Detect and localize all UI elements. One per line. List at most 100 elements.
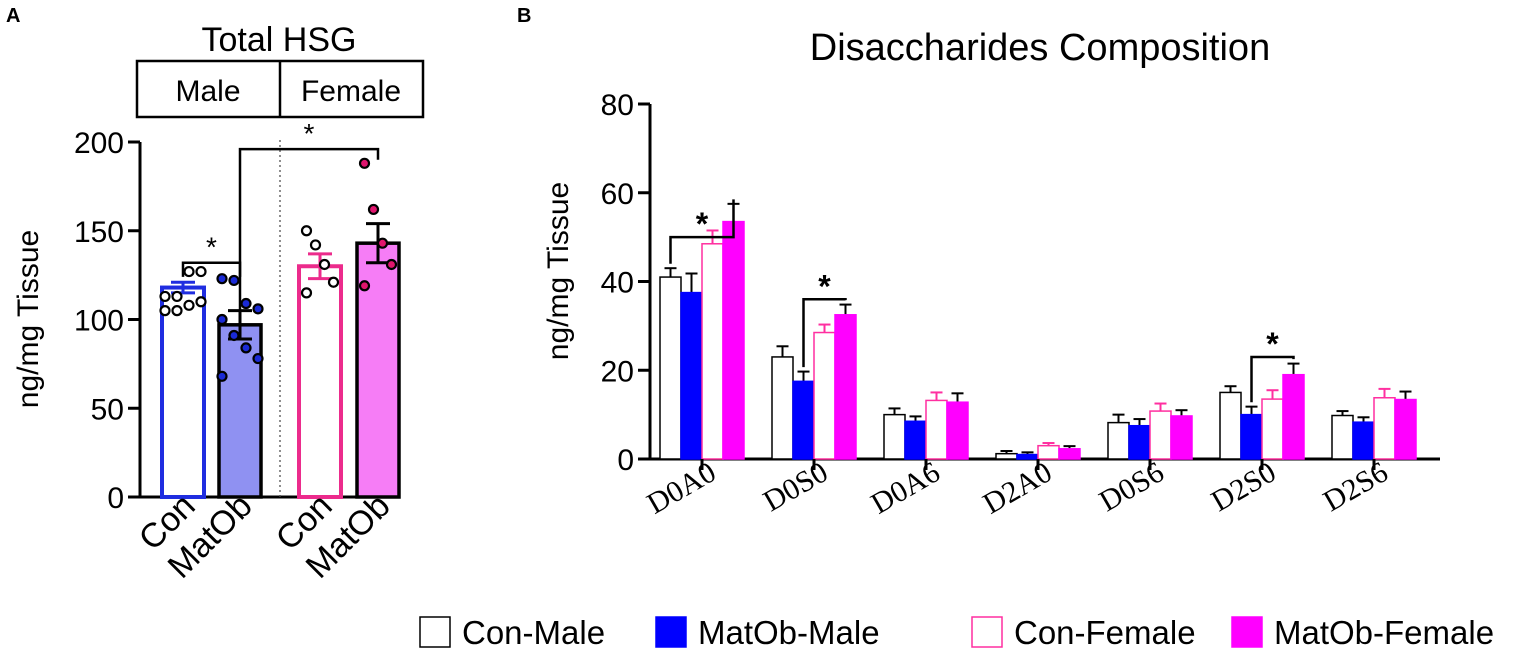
panel-b-y-axis-label: ng/mg Tissue	[542, 182, 575, 360]
significance-bracket	[802, 298, 847, 368]
bar-matob-male-d0a6	[904, 420, 927, 460]
panel-a-y-tick-label: 150	[74, 216, 124, 249]
significance-star: *	[818, 268, 831, 304]
bar-matob-female-d0a0	[722, 220, 745, 460]
bar-matob-female-d2a0	[1058, 448, 1081, 460]
panel-b-y-tick-label: 80	[601, 89, 634, 122]
bar-matob-male-d0s6	[1128, 424, 1151, 460]
bar-matob-male-d0a0	[680, 291, 703, 460]
panel-b-x-tick-label: D2S6	[1318, 455, 1394, 518]
panel-b-y-tick-label: 20	[601, 355, 634, 388]
panel-b-label: B	[517, 5, 531, 27]
data-point	[358, 280, 371, 292]
data-point	[171, 305, 183, 317]
legend-swatch-matob-female	[1231, 616, 1263, 648]
data-point	[228, 329, 240, 342]
bar-con-male-d0s6	[1107, 421, 1130, 460]
header-female: Female	[301, 75, 401, 108]
legend-label: Con-Female	[1014, 614, 1196, 649]
panel-a-y-tick-label: 100	[74, 305, 124, 338]
bar-con-female-d0s6	[1149, 410, 1172, 460]
panel-b-legend: Con-Male MatOb-Male Con-Female MatOb-Female	[419, 614, 1494, 649]
bar-con-female-d0a6	[925, 399, 948, 460]
legend-swatch-matob-male	[655, 616, 687, 648]
data-point	[159, 290, 171, 303]
data-point	[252, 352, 264, 365]
bar-con-male-d2s0	[1219, 391, 1242, 460]
bar-con-male-d2s6	[1331, 414, 1354, 460]
bar-male-matob	[217, 323, 263, 499]
bar-con-male-d2a0	[995, 452, 1018, 460]
data-point	[183, 265, 195, 278]
bar-matob-female-d0s6	[1170, 415, 1193, 460]
bar-matob-female-d2s6	[1394, 398, 1417, 460]
panel-b-plot-area: 0 20 40 60 80 D0A0 D0S0 D0A6 D2A0 D0S6 D2S0 D2S6 * * *	[601, 89, 1440, 521]
legend-label: MatOb-Female	[1274, 614, 1494, 649]
data-point	[385, 258, 398, 271]
panel-b-chart: Disaccharides Composition ng/mg Tissue 0…	[419, 27, 1494, 649]
data-point	[318, 258, 331, 271]
panel-a-y-tick-label: 50	[91, 393, 124, 426]
significance-bracket	[1250, 355, 1295, 403]
bar-con-male-d0a6	[883, 413, 906, 460]
panel-b-x-tick-label: D0S6	[1094, 455, 1170, 518]
panel-a-y-tick-label: 200	[74, 127, 124, 160]
panel-b-x-tick-label: D0A0	[641, 455, 721, 520]
header-male: Male	[175, 75, 240, 108]
legend-label: MatOb-Male	[698, 614, 880, 649]
bar-con-female-d0a0	[701, 243, 724, 460]
data-point	[240, 297, 252, 310]
data-point	[228, 274, 240, 287]
data-point	[327, 276, 340, 288]
bar-matob-male-d0s0	[792, 380, 815, 460]
significance-bracket	[669, 199, 735, 264]
bar-matob-male-d2s6	[1352, 421, 1375, 460]
data-point	[252, 303, 264, 315]
significance-star: *	[1266, 326, 1279, 362]
data-point	[159, 305, 171, 317]
bar-male-con	[160, 285, 206, 499]
bar-female-matob	[355, 241, 401, 499]
panel-b-x-tick-label: D0A6	[865, 455, 945, 520]
data-point	[216, 313, 228, 326]
bar-female-con	[297, 264, 343, 499]
data-point	[216, 273, 228, 285]
panel-b-x-tick-label: D2A0	[977, 455, 1057, 520]
bar-matob-female-d0a6	[946, 401, 969, 460]
significance-star: *	[696, 206, 709, 242]
legend-swatch-con-male	[419, 616, 451, 648]
legend-label: Con-Male	[462, 614, 605, 649]
panel-a-label: A	[6, 5, 20, 27]
data-point	[376, 237, 389, 249]
panel-b-y-tick-label: 60	[601, 178, 634, 211]
panel-a-title: Total HSG	[202, 21, 357, 59]
panel-b-title: Disaccharides Composition	[810, 27, 1270, 69]
data-point	[358, 157, 371, 169]
panel-b-y-tick-label: 0	[617, 444, 634, 477]
data-point	[300, 287, 313, 299]
bar-con-male-d0s0	[771, 356, 794, 460]
panel-a-y-tick-label: 0	[107, 482, 124, 515]
data-point	[309, 239, 322, 251]
legend-swatch-con-female	[971, 616, 1003, 648]
data-point	[183, 299, 195, 311]
significance-star: *	[304, 118, 315, 149]
panel-b-x-tick-label: D2S0	[1206, 455, 1282, 518]
data-point	[171, 290, 183, 303]
bar-con-female-d2s0	[1261, 398, 1284, 460]
panel-a-y-axis-label: ng/mg Tissue	[12, 230, 45, 408]
panel-b-y-tick-label: 40	[601, 267, 634, 300]
bar-con-male-d0a0	[659, 276, 682, 460]
bar-matob-male-d2s0	[1240, 413, 1263, 460]
bar-matob-female-d2s0	[1282, 373, 1305, 460]
significance-bracket	[238, 147, 380, 315]
data-point	[300, 225, 313, 237]
data-point	[240, 342, 252, 354]
panel-a-chart: Total HSG Male Female ng/mg Tissue 0 50 10…	[12, 21, 425, 586]
bar-con-female-d0s0	[813, 331, 836, 460]
bar-matob-female-d0s0	[834, 314, 857, 460]
bar-con-female-d2s6	[1373, 397, 1396, 460]
data-point	[216, 370, 228, 382]
